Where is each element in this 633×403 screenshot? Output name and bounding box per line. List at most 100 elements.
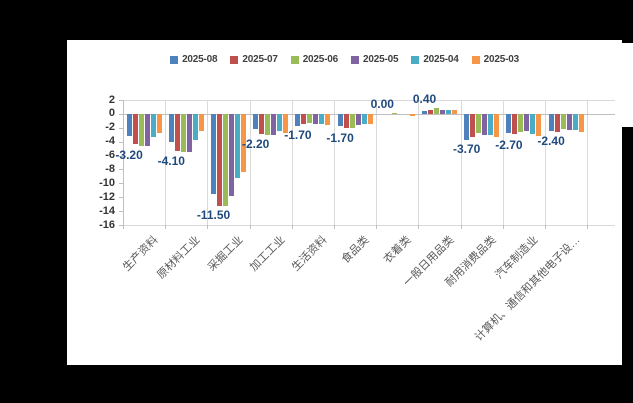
data-label: -2.20 [242,136,270,151]
bar-2025-08 [126,113,132,137]
x-axis-tick [418,225,420,229]
y-axis-label: -2 [105,121,115,134]
bar-2025-05 [566,113,572,130]
bar-2025-03 [494,113,500,138]
bar-2025-06 [391,113,397,115]
x-axis-tick [165,225,167,229]
x-axis-tick [334,225,335,229]
bar-2025-03 [198,113,204,132]
plot-area: 2 0 -2 -4 -6 -8 -10 -12 -14 -16 -3.20 -4.10 -11.50 -2… [67,40,622,365]
y-axis-tick [119,113,123,115]
bar-2025-07 [301,113,307,124]
x-axis-tick [291,225,293,229]
plot-bottom-border [123,225,615,226]
legend-item: 2025-05 [351,54,399,65]
y-axis-label: -14 [99,204,115,217]
bar-2025-06 [349,113,355,129]
bar-2025-04 [192,113,198,140]
data-label: 0.00 [370,97,394,112]
bar-2025-06 [265,113,271,135]
bar-2025-04 [446,110,451,114]
x-axis-tick [587,225,589,229]
bar-2025-07 [343,113,349,128]
vertical-gridline [207,100,209,225]
x-axis-tick [207,225,209,229]
legend-swatch-icon [471,55,480,64]
bar-2025-08 [464,113,470,140]
category-label: 加工工业 [247,234,288,274]
bar-2025-08 [548,113,554,131]
data-label: -4.10 [157,154,185,169]
bar-2025-04 [277,113,283,131]
y-axis-label: -10 [99,176,115,189]
vertical-gridline [545,100,546,225]
bar-2025-06 [223,113,228,206]
bar-2025-06 [138,113,144,146]
bar-2025-07 [217,113,222,207]
bar-2025-05 [186,113,192,153]
category-label: 食品类 [339,234,372,266]
bar-2025-04 [319,113,325,124]
legend-swatch-icon [170,55,179,64]
y-axis-label: -4 [105,135,115,148]
background-fragment [622,43,633,127]
category-label: 生产资料 [120,234,161,274]
legend-label: 2025-04 [423,54,459,65]
vertical-gridline [376,100,378,225]
bar-2025-03 [409,113,415,116]
bar-2025-07 [259,113,265,134]
y-axis-tick [119,155,123,157]
bar-2025-04 [572,113,578,130]
y-axis-label: -8 [105,162,115,175]
category-label: 原材料工业 [155,234,203,282]
x-axis-tick [376,225,378,229]
y-axis-tick [119,100,123,101]
y-axis-tick [119,211,123,213]
data-label: 0.40 [412,92,437,107]
bar-2025-08 [168,113,174,143]
plot-top-border [123,100,615,101]
bar-2025-03 [283,113,289,133]
y-axis-tick [119,225,123,226]
legend-item: 2025-07 [230,54,278,65]
legend-item: 2025-04 [411,54,459,65]
legend-label: 2025-05 [363,54,399,65]
chart-legend: 2025-08 2025-07 2025-06 2025-05 2025-04 2025-… [67,54,622,65]
bar-2025-08 [211,113,216,194]
vertical-gridline [334,100,335,225]
bar-2025-06 [307,113,313,123]
legend-label: 2025-06 [302,54,339,65]
data-label: -11.50 [196,208,231,223]
y-axis-tick [119,197,123,199]
y-axis-label: 2 [108,93,115,106]
bar-2025-04 [150,113,156,137]
x-axis-tick [545,225,546,229]
bar-2025-08 [253,113,259,130]
y-axis-tick [119,127,123,129]
y-axis-tick [119,141,123,143]
bar-2025-06 [434,108,439,114]
bar-2025-06 [476,113,482,134]
vertical-gridline [165,100,167,225]
bar-2025-04 [488,113,494,136]
vertical-gridline [249,100,251,225]
legend-swatch-icon [351,55,359,64]
bar-2025-05 [313,113,319,124]
bar-2025-03 [325,113,331,125]
y-axis-label: 0 [108,107,115,120]
data-label: -3.70 [453,141,481,156]
vertical-gridline [460,100,462,225]
bar-2025-08 [337,113,343,126]
legend-item: 2025-08 [170,54,218,65]
data-label: -3.20 [115,147,143,162]
bar-2025-07 [512,113,518,134]
bar-2025-03 [536,113,542,137]
data-label: -1.70 [326,130,354,145]
vertical-gridline [502,100,504,225]
data-label: -2.40 [537,133,565,148]
legend-swatch-icon [230,55,239,64]
bar-2025-03 [241,113,246,173]
bar-2025-06 [518,113,524,132]
y-axis-line [123,100,124,229]
